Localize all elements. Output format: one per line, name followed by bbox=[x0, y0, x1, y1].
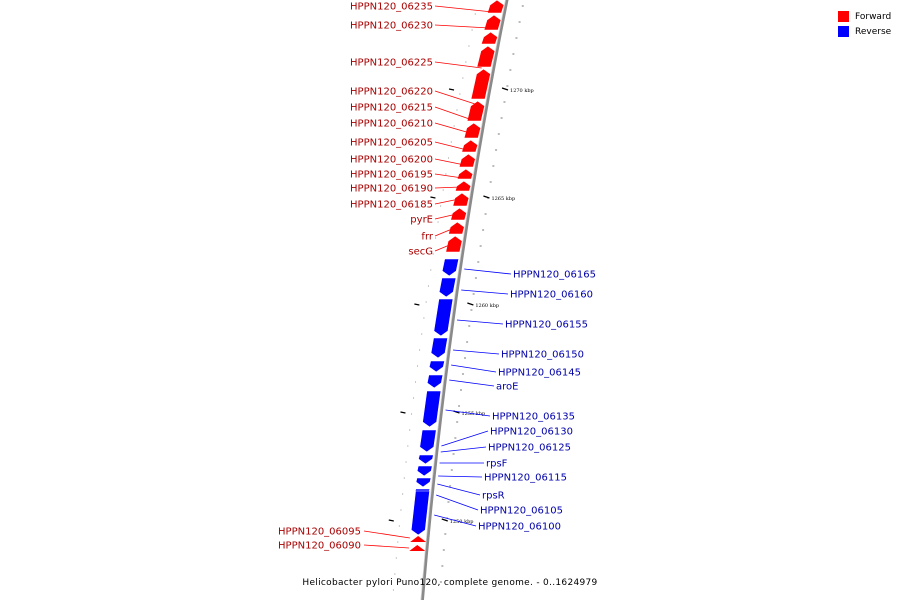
forward-gene-block bbox=[450, 207, 467, 221]
forward-gene-label: HPPN120_06205 bbox=[350, 138, 433, 149]
scale-tick-label: 1260 kbp bbox=[475, 303, 499, 309]
reverse-gene-label: HPPN120_06100 bbox=[478, 522, 561, 533]
genome-caption: Helicobacter pylori Puno120, complete ge… bbox=[302, 578, 598, 588]
reverse-gene-block bbox=[441, 258, 460, 277]
forward-gene-label: HPPN120_06215 bbox=[350, 103, 433, 114]
forward-gene-label: HPPN120_06230 bbox=[350, 21, 433, 32]
reverse-gene-block bbox=[430, 337, 448, 359]
reverse-gene-block bbox=[419, 429, 437, 453]
reverse-gene-block bbox=[428, 360, 446, 373]
reverse-gene-label: HPPN120_06160 bbox=[510, 290, 593, 301]
forward-gene-label: HPPN120_06225 bbox=[350, 58, 433, 69]
forward-gene-block bbox=[463, 122, 482, 139]
forward-gene-label: HPPN120_06190 bbox=[350, 184, 433, 195]
forward-gene-block bbox=[456, 168, 474, 180]
reverse-gene-block bbox=[426, 374, 444, 389]
forward-gene-label: HPPN120_06095 bbox=[278, 527, 361, 538]
forward-gene-label: HPPN120_06210 bbox=[350, 119, 433, 130]
reverse-gene-label: HPPN120_06150 bbox=[501, 350, 584, 361]
forward-gene-block bbox=[458, 153, 476, 168]
forward-gene-block bbox=[486, 0, 505, 14]
reverse-swatch bbox=[838, 26, 849, 37]
reverse-gene-label: HPPN120_06105 bbox=[480, 506, 563, 517]
forward-gene-label: HPPN120_06235 bbox=[350, 2, 433, 13]
reverse-gene-label: HPPN120_06115 bbox=[484, 473, 567, 484]
forward-gene-block bbox=[445, 235, 463, 253]
reverse-gene-block bbox=[438, 277, 457, 298]
forward-gene-block bbox=[409, 545, 426, 551]
reverse-gene-label: rpsR bbox=[482, 491, 505, 502]
gene-labels: HPPN120_06235 HPPN120_06230 HPPN120_06225 H… bbox=[278, 2, 596, 552]
forward-gene-block bbox=[452, 192, 470, 207]
reverse-gene-label: HPPN120_06130 bbox=[490, 427, 573, 438]
legend-item-forward: Forward bbox=[838, 9, 891, 24]
reverse-gene-block bbox=[433, 298, 454, 337]
reverse-gene-block bbox=[410, 490, 430, 536]
scale-tick-label: 1270 kbp bbox=[510, 88, 534, 94]
reverse-gene-label: HPPN120_06145 bbox=[498, 368, 581, 379]
forward-gene-label: secG bbox=[408, 247, 433, 258]
forward-gene-block bbox=[470, 68, 491, 100]
forward-gene-block bbox=[454, 180, 472, 192]
reverse-gene-block bbox=[416, 465, 433, 477]
reverse-gene-label: HPPN120_06135 bbox=[492, 412, 575, 423]
forward-gene-block bbox=[461, 139, 479, 153]
forward-gene-block bbox=[480, 31, 498, 45]
legend-label-reverse: Reverse bbox=[855, 26, 892, 37]
forward-gene-label: HPPN120_06220 bbox=[350, 87, 433, 98]
reverse-gene-label: HPPN120_06125 bbox=[488, 443, 571, 454]
gene-features bbox=[409, 0, 505, 551]
legend: Forward Reverse bbox=[838, 9, 891, 39]
forward-gene-block bbox=[483, 14, 502, 31]
forward-gene-label: frr bbox=[421, 232, 433, 243]
legend-label-forward: Forward bbox=[855, 11, 892, 22]
forward-gene-label: pyrE bbox=[410, 215, 433, 226]
forward-gene-block bbox=[448, 221, 465, 235]
forward-gene-block bbox=[476, 45, 496, 68]
reverse-gene-label: HPPN120_06165 bbox=[513, 270, 596, 281]
reverse-gene-block bbox=[418, 454, 434, 465]
reverse-gene-block bbox=[422, 390, 442, 428]
genome-backbone bbox=[420, 0, 509, 600]
reverse-gene-label: rpsF bbox=[486, 459, 508, 470]
forward-gene-block bbox=[410, 536, 427, 542]
forward-gene-label: HPPN120_06090 bbox=[278, 541, 361, 552]
forward-gene-label: HPPN120_06185 bbox=[350, 200, 433, 211]
forward-swatch bbox=[838, 11, 849, 22]
forward-gene-block bbox=[466, 100, 485, 122]
reverse-gene-block bbox=[415, 477, 432, 488]
reverse-gene-label: aroE bbox=[496, 382, 518, 393]
reverse-gene-label: HPPN120_06155 bbox=[505, 320, 588, 331]
forward-gene-label: HPPN120_06200 bbox=[350, 155, 433, 166]
scale-tick-label: 1265 kbp bbox=[491, 196, 515, 202]
legend-item-reverse: Reverse bbox=[838, 24, 891, 39]
forward-gene-label: HPPN120_06195 bbox=[350, 170, 433, 181]
